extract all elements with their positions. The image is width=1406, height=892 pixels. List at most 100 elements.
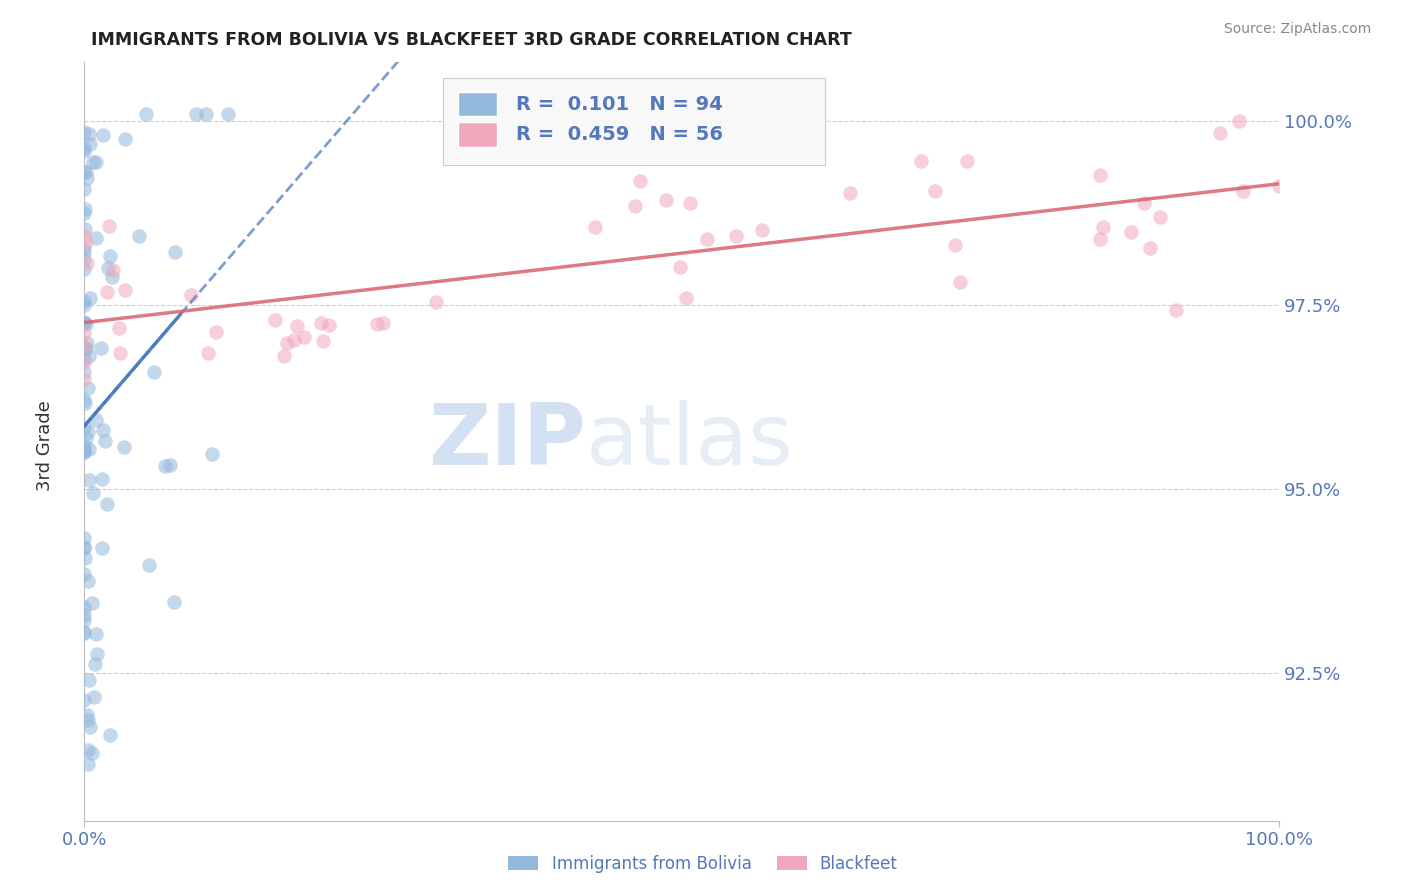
Point: [77, 574, 100, 588]
Point: [73, 293, 96, 308]
Point: [82, 485, 104, 500]
Point: [1088, 232, 1111, 246]
Point: [75, 164, 97, 178]
Point: [75, 317, 97, 331]
Point: [839, 186, 862, 200]
Point: [73, 439, 96, 453]
Point: [76, 336, 98, 351]
Point: [73, 261, 96, 276]
Point: [73, 625, 96, 640]
Point: [76, 743, 98, 757]
Point: [73, 140, 96, 154]
Point: [73, 144, 96, 158]
Point: [73, 352, 96, 367]
Point: [73, 339, 96, 353]
Point: [76, 707, 98, 722]
Point: [73, 445, 96, 459]
Point: [73, 613, 96, 627]
FancyBboxPatch shape: [458, 92, 496, 116]
Point: [180, 288, 202, 302]
Point: [96, 285, 118, 299]
Point: [956, 154, 979, 169]
Point: [79, 673, 101, 688]
Point: [86, 627, 108, 641]
Text: Source: ZipAtlas.com: Source: ZipAtlas.com: [1223, 22, 1371, 37]
Point: [112, 440, 135, 454]
Point: [724, 229, 747, 244]
Point: [73, 445, 96, 459]
Point: [679, 196, 702, 211]
Point: [1090, 169, 1112, 183]
Point: [80, 746, 103, 760]
Point: [91, 472, 114, 486]
Text: ZIP: ZIP: [429, 400, 586, 483]
FancyBboxPatch shape: [458, 122, 496, 146]
Point: [86, 648, 108, 662]
Point: [197, 346, 219, 360]
Point: [184, 107, 207, 121]
Point: [73, 253, 96, 268]
Point: [79, 720, 101, 734]
Point: [73, 125, 96, 139]
Point: [153, 458, 176, 473]
Point: [943, 238, 966, 252]
Point: [114, 284, 136, 298]
Point: [292, 330, 315, 344]
Point: [366, 317, 388, 331]
Point: [73, 206, 96, 220]
Point: [82, 155, 104, 169]
Point: [205, 325, 228, 339]
Point: [84, 413, 107, 427]
Point: [76, 170, 98, 185]
Point: [79, 137, 101, 152]
Point: [195, 107, 218, 121]
Point: [73, 298, 96, 312]
Point: [77, 425, 100, 439]
FancyBboxPatch shape: [443, 78, 825, 165]
Point: [623, 199, 645, 213]
Point: [76, 256, 98, 270]
Point: [73, 599, 96, 614]
Point: [73, 442, 96, 457]
Point: [283, 333, 305, 347]
Point: [201, 447, 224, 461]
Text: IMMIGRANTS FROM BOLIVIA VS BLACKFEET 3RD GRADE CORRELATION CHART: IMMIGRANTS FROM BOLIVIA VS BLACKFEET 3RD…: [91, 31, 852, 49]
Point: [80, 596, 103, 610]
Point: [311, 316, 333, 330]
Point: [138, 558, 160, 573]
Point: [73, 245, 96, 260]
Point: [77, 474, 100, 488]
Legend: Immigrants from Bolivia, Blackfeet: Immigrants from Bolivia, Blackfeet: [502, 848, 904, 880]
Point: [73, 392, 96, 407]
Point: [83, 657, 105, 671]
Point: [86, 155, 108, 169]
Point: [73, 355, 96, 369]
Point: [93, 434, 115, 449]
Point: [75, 550, 97, 565]
Point: [143, 365, 166, 379]
Point: [75, 341, 97, 355]
Point: [276, 336, 298, 351]
Point: [73, 541, 96, 556]
Point: [100, 269, 122, 284]
Point: [79, 291, 101, 305]
Point: [114, 132, 136, 146]
Point: [1229, 113, 1251, 128]
Text: 3rd Grade: 3rd Grade: [37, 401, 53, 491]
Point: [77, 381, 100, 395]
Point: [75, 431, 97, 445]
Point: [91, 128, 114, 142]
Point: [90, 342, 112, 356]
Point: [98, 728, 121, 742]
Point: [96, 497, 118, 511]
Point: [73, 341, 96, 355]
Point: [163, 595, 186, 609]
Point: [73, 692, 96, 706]
Point: [73, 202, 96, 217]
Text: atlas: atlas: [586, 400, 794, 483]
Point: [675, 292, 697, 306]
Point: [669, 260, 692, 274]
Point: [264, 313, 287, 327]
Point: [90, 541, 112, 555]
Point: [77, 442, 100, 456]
